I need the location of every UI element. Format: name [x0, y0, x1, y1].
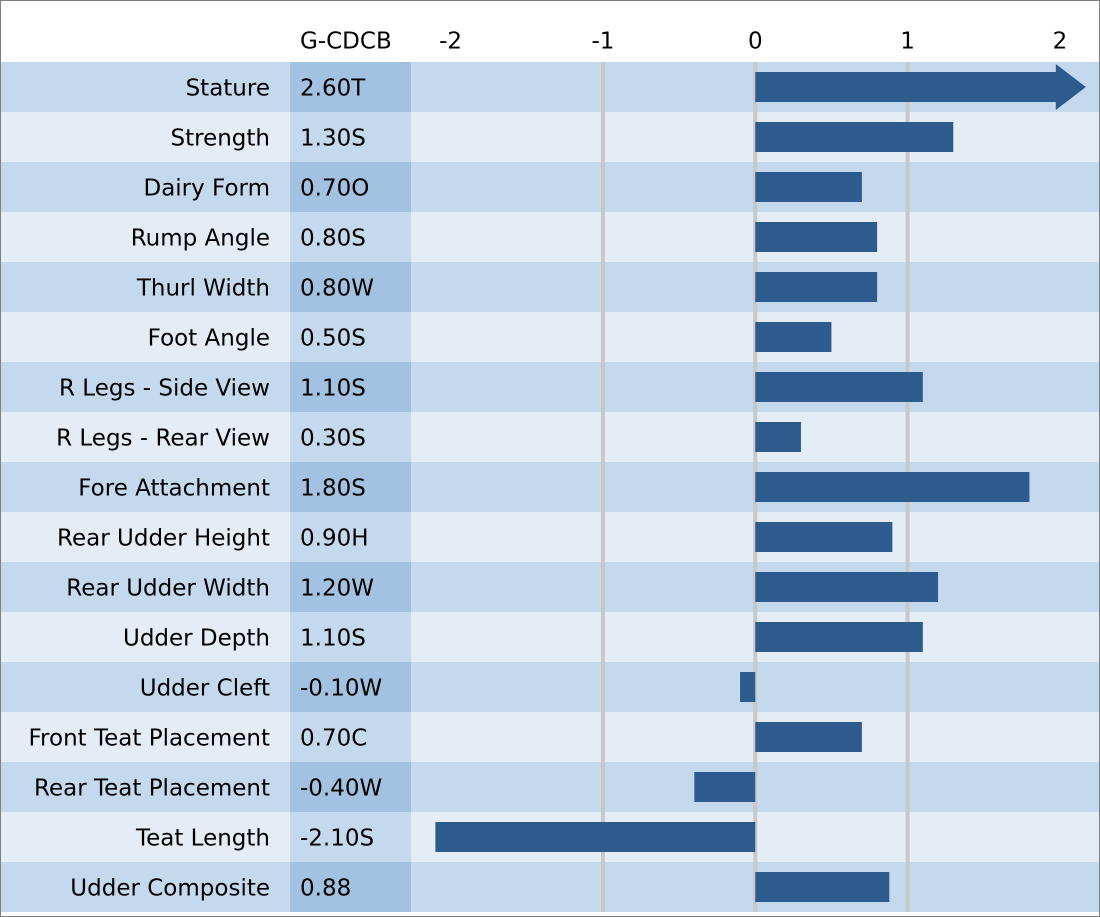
category-label: Foot Angle — [148, 326, 270, 352]
value-cell — [290, 712, 411, 762]
value-cell — [290, 612, 411, 662]
value-cell — [290, 412, 411, 462]
value-label: 2.60T — [300, 76, 366, 102]
category-label: Teat Length — [135, 826, 270, 852]
value-label: -2.10S — [300, 826, 374, 852]
value-label: 0.88 — [300, 876, 351, 902]
value-label: 0.80S — [300, 226, 366, 252]
value-label: 0.80W — [300, 276, 374, 302]
bar — [755, 172, 862, 202]
row-band — [1, 662, 1099, 712]
category-label: Fore Attachment — [78, 476, 270, 502]
bar — [755, 522, 893, 552]
value-cell — [290, 512, 411, 562]
value-label: 1.30S — [300, 126, 366, 152]
row-band — [1, 412, 1099, 462]
bar — [755, 322, 832, 352]
x-tick-label: -1 — [591, 29, 614, 55]
category-label: R Legs - Rear View — [56, 426, 270, 452]
value-cell — [290, 62, 411, 112]
value-label: 1.20W — [300, 576, 374, 602]
value-label: 0.50S — [300, 326, 366, 352]
value-cell — [290, 662, 411, 712]
value-label: -0.10W — [300, 676, 382, 702]
row-band — [1, 862, 1099, 912]
bar — [755, 722, 862, 752]
value-label: 0.30S — [300, 426, 366, 452]
bar — [755, 422, 801, 452]
row-band — [1, 712, 1099, 762]
bar — [755, 372, 923, 402]
value-label: 1.80S — [300, 476, 366, 502]
value-cell — [290, 762, 411, 812]
category-label: Dairy Form — [143, 176, 270, 202]
value-cell — [290, 162, 411, 212]
bar — [755, 272, 878, 302]
bar — [755, 872, 890, 902]
value-label: 0.70C — [300, 726, 367, 752]
category-label: Front Teat Placement — [29, 726, 271, 752]
category-label: Udder Composite — [70, 876, 270, 902]
value-header: G-CDCB — [300, 29, 392, 55]
bar-arrow — [755, 64, 1086, 110]
value-cell — [290, 862, 411, 912]
category-label: Rear Udder Width — [66, 576, 270, 602]
row-band — [1, 162, 1099, 212]
row-band — [1, 512, 1099, 562]
value-cell — [290, 112, 411, 162]
category-label: Rear Udder Height — [57, 526, 270, 552]
x-tick-label: -2 — [439, 29, 462, 55]
bar — [755, 122, 954, 152]
bar — [694, 772, 756, 802]
value-cell — [290, 312, 411, 362]
row-band — [1, 212, 1099, 262]
category-label: Thurl Width — [136, 276, 270, 302]
value-cell — [290, 812, 411, 862]
bar — [435, 822, 756, 852]
bar — [755, 572, 939, 602]
category-label: Stature — [186, 76, 270, 102]
category-label: Rear Teat Placement — [34, 776, 270, 802]
value-label: 1.10S — [300, 376, 366, 402]
value-cell — [290, 212, 411, 262]
x-tick-label: 2 — [1053, 29, 1068, 55]
x-tick-label: 1 — [900, 29, 915, 55]
bar — [755, 622, 923, 652]
row-band — [1, 262, 1099, 312]
value-label: 0.90H — [300, 526, 369, 552]
category-label: Udder Cleft — [140, 676, 270, 702]
x-tick-label: 0 — [748, 29, 763, 55]
value-label: 1.10S — [300, 626, 366, 652]
value-label: 0.70O — [300, 176, 369, 202]
bar — [740, 672, 756, 702]
row-band — [1, 762, 1099, 812]
value-cell — [290, 562, 411, 612]
bar — [755, 222, 878, 252]
value-cell — [290, 262, 411, 312]
category-label: Rump Angle — [131, 226, 270, 252]
value-cell — [290, 462, 411, 512]
category-label: Udder Depth — [123, 626, 270, 652]
value-cell — [290, 362, 411, 412]
row-band — [1, 312, 1099, 362]
category-label: Strength — [171, 126, 271, 152]
value-label: -0.40W — [300, 776, 382, 802]
category-label: R Legs - Side View — [59, 376, 270, 402]
bar — [755, 472, 1030, 502]
